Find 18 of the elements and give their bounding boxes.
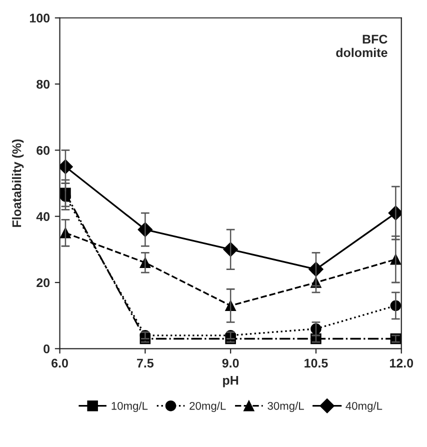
y-tick-label: 0 [44,344,50,354]
legend-label: 20mg/L [190,402,226,412]
y-tick-label: 40 [36,212,50,221]
x-tick-label: 12.0 [390,358,414,368]
legend-label: 10mg/L [112,402,148,412]
x-axis-title: pH [223,376,238,388]
y-tick-label: 80 [36,80,50,89]
legend-label: 30mg/L [268,402,304,412]
legend-label: 40mg/L [346,402,382,412]
y-tick-label: 20 [36,278,50,288]
x-tick-label: 6.0 [52,358,68,368]
annotation: BFC dolomite [336,34,388,58]
y-axis-title: Floatability (%) [12,139,24,227]
x-tick-label: 10.5 [304,358,328,368]
y-tick-label: 100 [30,14,50,23]
x-tick-label: 7.5 [137,358,154,368]
x-tick-label: 9.0 [222,358,239,368]
y-tick-label: 60 [36,146,50,155]
